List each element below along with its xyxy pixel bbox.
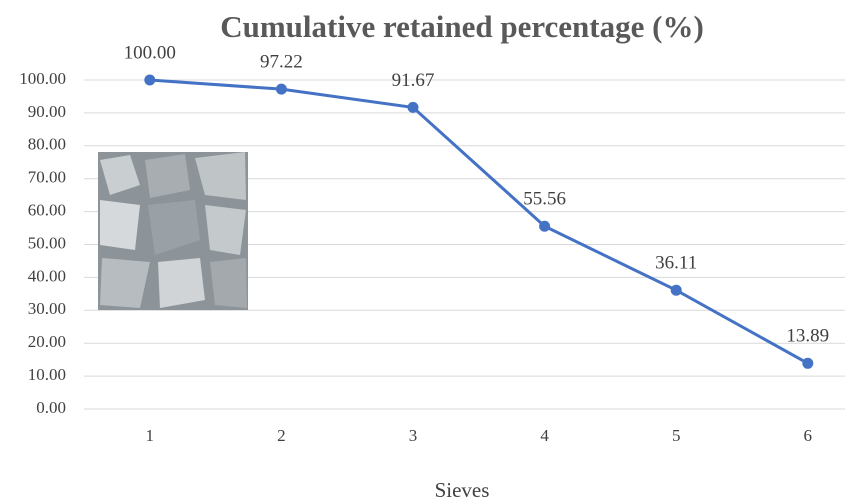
y-tick-label: 90.00 (28, 102, 66, 121)
point (276, 84, 287, 95)
y-tick-label: 40.00 (28, 266, 66, 285)
y-tick-label: 50.00 (28, 233, 66, 252)
x-tick-label: 6 (804, 426, 813, 445)
data-label: 13.89 (786, 326, 829, 347)
data-label: 91.67 (392, 70, 435, 91)
y-tick-label: 20.00 (28, 332, 66, 351)
point (144, 75, 155, 86)
y-tick-label: 70.00 (28, 168, 66, 187)
x-tick-label: 5 (672, 426, 681, 445)
y-tick-label: 0.00 (36, 398, 66, 417)
x-tick-label: 2 (277, 426, 286, 445)
y-tick-label: 80.00 (28, 135, 66, 154)
y-tick-label: 30.00 (28, 299, 66, 318)
point (408, 102, 419, 113)
line (150, 80, 808, 363)
chart: Cumulative retained percentage (%) Sieve… (0, 0, 850, 504)
data-label: 97.22 (260, 52, 303, 73)
y-tick-label: 10.00 (28, 365, 66, 384)
x-axis-title: Sieves (435, 478, 490, 502)
x-tick-label: 3 (409, 426, 418, 445)
y-tick-label: 100.00 (19, 69, 66, 88)
gravel-image (98, 152, 248, 310)
data-label: 100.00 (124, 42, 176, 63)
point (671, 285, 682, 296)
chart-title: Cumulative retained percentage (%) (220, 9, 704, 44)
data-label: 36.11 (655, 253, 697, 274)
data-label: 55.56 (523, 189, 566, 210)
y-tick-label: 60.00 (28, 201, 66, 220)
x-tick-label: 1 (146, 426, 155, 445)
x-tick-label: 4 (540, 426, 549, 445)
point (802, 358, 813, 369)
point (539, 221, 550, 232)
